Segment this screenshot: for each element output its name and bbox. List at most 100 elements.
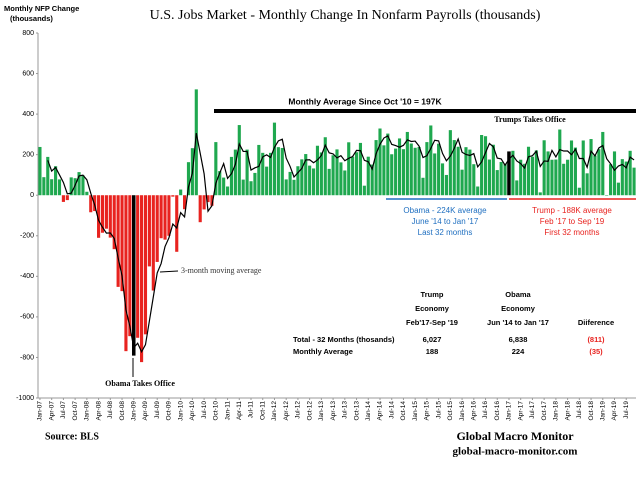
bar [218, 171, 222, 196]
bar [581, 140, 585, 196]
x-tick-label: Oct-09 [166, 401, 173, 421]
leader-line [159, 270, 179, 273]
bar [425, 142, 429, 196]
table-row-label: Total - 32 Months (thosands) [293, 335, 395, 344]
bar [89, 195, 93, 213]
bar [46, 156, 50, 196]
bar [151, 195, 155, 291]
bar [476, 186, 480, 196]
bar [499, 161, 503, 196]
bar [468, 149, 472, 196]
bar [370, 164, 374, 196]
x-tick-label: Oct-08 [119, 401, 126, 421]
x-tick-label: Oct-13 [353, 401, 360, 421]
bar [327, 168, 331, 196]
bar [495, 170, 499, 196]
annotation: Obama Takes Office [105, 379, 175, 388]
bar [397, 138, 402, 196]
x-tick-label: Oct-10 [213, 401, 220, 421]
bar [81, 175, 85, 196]
bar [526, 146, 531, 196]
bar [288, 171, 292, 196]
bar [233, 149, 237, 196]
bar [225, 186, 230, 196]
bar [374, 140, 378, 196]
bar [186, 162, 191, 196]
annotation: June '14 to Jan '17 [412, 217, 479, 226]
bar [519, 159, 523, 196]
bar [124, 195, 128, 352]
bar [241, 179, 245, 196]
bar [140, 195, 144, 363]
x-tick-label: Jul-18 [576, 401, 583, 419]
moving-average-line [47, 133, 635, 354]
x-tick-label: Oct-11 [259, 401, 266, 420]
bar [628, 150, 632, 196]
bar [538, 192, 542, 196]
table-header: Economy [415, 304, 450, 313]
bar [569, 140, 574, 196]
bar [85, 191, 89, 196]
x-tick-label: Oct-17 [541, 401, 548, 421]
bar [593, 155, 597, 196]
bar [487, 159, 491, 196]
bar [472, 164, 476, 196]
bar [347, 142, 351, 196]
x-tick-label: Jul-14 [388, 401, 395, 419]
y-tick-label: 0 [30, 192, 34, 199]
bar [534, 150, 538, 196]
bar [421, 177, 425, 196]
x-tick-label: Jan-10 [177, 401, 184, 421]
x-tick-label: Apr-15 [424, 401, 431, 421]
bar [390, 154, 394, 196]
table-header: Feb'17-Sep '19 [406, 318, 458, 327]
bar [335, 149, 339, 196]
table-header: Trump [421, 290, 444, 299]
bar [366, 156, 370, 196]
bar [292, 179, 296, 196]
bar [311, 168, 316, 196]
bar [362, 185, 366, 196]
bar [249, 181, 253, 196]
x-tick-label: Jul-15 [435, 401, 442, 419]
bar [632, 167, 636, 196]
bar [624, 161, 628, 196]
bar [401, 149, 406, 196]
x-tick-label: Jul-17 [529, 401, 536, 419]
bar [589, 139, 593, 196]
bar [296, 166, 300, 196]
bar [100, 195, 105, 233]
bar [339, 162, 343, 196]
bar [444, 174, 449, 196]
bar [612, 151, 617, 196]
x-tick-label: Apr-08 [95, 401, 102, 421]
annotation: Feb '17 to Sep '19 [540, 217, 605, 226]
bar [120, 195, 124, 292]
bar [550, 159, 554, 196]
bar [566, 159, 570, 196]
bar [194, 89, 198, 196]
x-tick-label: Oct-18 [588, 401, 595, 421]
x-tick-label: Jan-12 [271, 401, 278, 421]
bar [343, 170, 347, 196]
bar [300, 159, 304, 196]
bar [483, 136, 488, 196]
x-tick-label: Jan-11 [224, 401, 231, 421]
table-cell: 188 [426, 347, 439, 356]
bar [136, 195, 140, 338]
bar [237, 125, 241, 196]
x-tick-label: Apr-07 [48, 401, 55, 421]
bar [409, 143, 413, 196]
x-tick-label: Apr-19 [611, 401, 618, 421]
bar [229, 156, 234, 196]
x-tick-label: Apr-11 [236, 401, 243, 420]
bar [245, 149, 249, 196]
y-tick-label: 200 [22, 152, 34, 159]
bar [61, 195, 65, 202]
x-tick-label: Jan-18 [553, 401, 560, 421]
x-tick-label: Jan-17 [506, 401, 513, 421]
table-cell: 6,838 [509, 335, 528, 344]
x-tick-label: Jul-13 [342, 401, 349, 419]
bar [597, 149, 601, 196]
x-tick-label: Apr-18 [564, 401, 571, 421]
